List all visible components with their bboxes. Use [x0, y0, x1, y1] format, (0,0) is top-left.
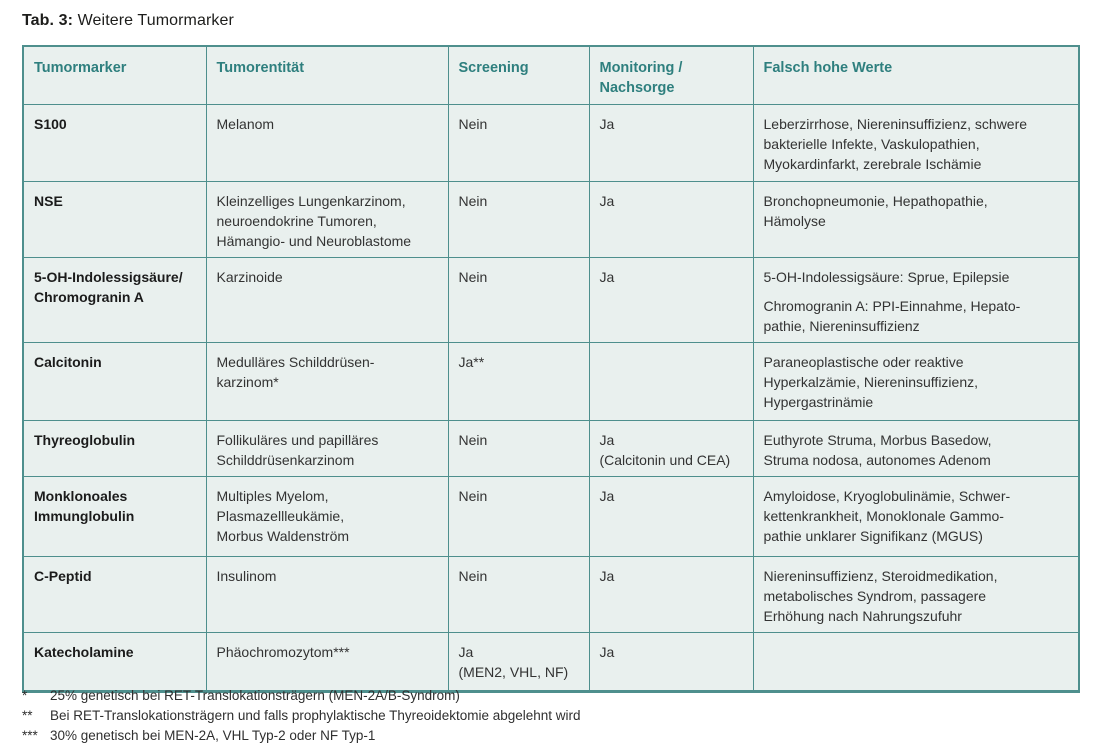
column-header-monitoring: Monitoring / Nachsorge [588, 46, 753, 105]
cell-false-high [752, 632, 1079, 692]
cell-monitoring [588, 342, 753, 421]
table-row: Katecholamine Phäochromozytom*** Ja (MEN2,… [23, 632, 1079, 692]
footnote: ** Bei RET-Translokationsträgern und fall… [22, 706, 1078, 726]
cell-entity: Medulläres Schilddrüsen- karzinom* [205, 342, 448, 421]
cell-monitoring: Ja [588, 476, 753, 557]
cell-marker: Monklonoales Immunglobulin [34, 488, 135, 524]
footnote: * 25% genetisch bei RET-Translokationsträ… [22, 686, 1078, 706]
cell-monitoring: Ja [588, 104, 753, 182]
cell-entity: Multiples Myelom, Plasmazellleukämie, Mo… [205, 476, 448, 557]
table-row: NSE Kleinzelliges Lungenkarzinom, neuroen… [23, 181, 1079, 258]
cell-entity: Insulinom [205, 556, 448, 633]
cell-screening: Ja (MEN2, VHL, NF) [447, 632, 589, 692]
cell-screening: Ja** [447, 342, 589, 421]
cell-marker: Calcitonin [34, 354, 102, 370]
cell-marker: 5-OH-Indolessigsäure/ Chromogranin A [34, 269, 183, 305]
cell-monitoring: Ja [588, 556, 753, 633]
footnote-marker: ** [22, 708, 33, 723]
cell-screening: Nein [447, 556, 589, 633]
footnote-marker: *** [22, 728, 38, 743]
table-caption-number: Tab. 3: [22, 12, 74, 29]
cell-screening: Nein [447, 420, 589, 477]
cell-marker: NSE [34, 193, 63, 209]
cell-false-high: Niereninsuffizienz, Steroidmedikation, m… [752, 556, 1079, 633]
table-row: Monklonoales Immunglobulin Multiples Myel… [23, 476, 1079, 557]
cell-marker: Thyreoglobulin [34, 432, 136, 448]
cell-monitoring: Ja [588, 257, 753, 343]
cell-false-high: Amyloidose, Kryoglobulinämie, Schwer- ke… [752, 476, 1079, 557]
cell-monitoring: Ja [588, 632, 753, 692]
table-row: S100 Melanom Nein Ja Leberzirrhose, Nierenin… [23, 104, 1079, 182]
cell-monitoring: Ja (Calcitonin und CEA) [588, 420, 753, 477]
footnote-marker: * [22, 688, 28, 703]
cell-monitoring: Ja [588, 181, 753, 258]
cell-entity: Follikuläres und papilläres Schilddrüsen… [205, 420, 448, 477]
cell-screening: Nein [447, 181, 589, 258]
column-header-falsch-hohe-werte: Falsch hohe Werte [752, 46, 1079, 105]
cell-false-high: Euthyrote Struma, Morbus Basedow, Struma… [752, 420, 1079, 477]
cell-false-high: 5-OH-Indolessigsäure: Sprue, Epilepsie Ch… [752, 257, 1079, 343]
cell-marker: C-Peptid [34, 568, 92, 584]
cell-entity: Melanom [205, 104, 448, 182]
cell-false-high: Paraneoplastische oder reaktive Hyperkal… [752, 342, 1079, 421]
table-row: Thyreoglobulin Follikuläres und papilläre… [23, 420, 1079, 477]
footnote-text: 25% genetisch bei RET-Translokationsträg… [50, 688, 460, 703]
column-header-tumorentitaet: Tumorentität [205, 46, 448, 105]
cell-entity: Kleinzelliges Lungenkarzinom, neuroendok… [205, 181, 448, 258]
cell-marker: Katecholamine [34, 644, 134, 660]
footnote-text: Bei RET-Translokationsträgern und falls … [50, 708, 581, 723]
cell-entity: Karzinoide [205, 257, 448, 343]
column-header-screening: Screening [447, 46, 589, 105]
table-caption-text: Weitere Tumormarker [77, 12, 234, 29]
footnote-text: 30% genetisch bei MEN-2A, VHL Typ-2 oder… [50, 728, 376, 743]
table-row: 5-OH-Indolessigsäure/ Chromogranin A Karz… [23, 257, 1079, 343]
cell-entity: Phäochromozytom*** [205, 632, 448, 692]
footnotes: * 25% genetisch bei RET-Translokationsträ… [22, 686, 1078, 746]
cell-false-high: Bronchopneumonie, Hepathopathie, Hämolys… [752, 181, 1079, 258]
tumormarker-table: Tumormarker Tumorentität Screening Monit… [22, 45, 1080, 693]
table-caption: Tab. 3: Weitere Tumormarker [22, 12, 234, 30]
cell-false-high: Leberzirrhose, Niereninsuffizienz, schwe… [752, 104, 1079, 182]
cell-marker: S100 [34, 116, 67, 132]
cell-screening: Nein [447, 257, 589, 343]
column-header-tumormarker: Tumormarker [34, 60, 127, 76]
cell-screening: Nein [447, 476, 589, 557]
table-row: Calcitonin Medulläres Schilddrüsen- karzi… [23, 342, 1079, 421]
table-row: C-Peptid Insulinom Nein Ja Niereninsuffizien… [23, 556, 1079, 633]
cell-screening: Nein [447, 104, 589, 182]
footnote: *** 30% genetisch bei MEN-2A, VHL Typ-2 o… [22, 726, 1078, 746]
header-row: Tumormarker Tumorentität Screening Monit… [23, 46, 1079, 105]
